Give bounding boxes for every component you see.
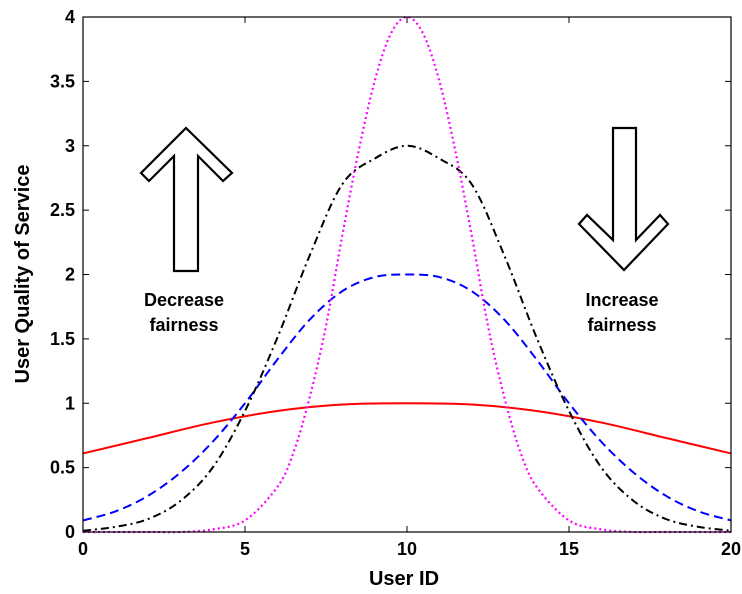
y-tick-label: 4 [65, 7, 75, 27]
decrease-fairness-line-1: Decrease [144, 290, 224, 310]
increase-fairness-line-2: fairness [587, 315, 656, 335]
series-line-dashed [82, 273, 732, 522]
down-arrow-icon [577, 126, 670, 272]
y-tick-label: 2 [65, 265, 75, 285]
x-tick-label: 5 [240, 539, 250, 559]
plot-content [82, 15, 732, 534]
y-axis-label: User Quality of Service [12, 165, 34, 384]
y-tick-label: 2.5 [50, 200, 75, 220]
y-tick-label: 1.5 [50, 329, 75, 349]
x-tick-label: 15 [559, 539, 579, 559]
y-tick-label: 3 [65, 136, 75, 156]
decrease-fairness-line-2: fairness [149, 315, 218, 335]
x-tick-label: 10 [397, 539, 417, 559]
increase-fairness-line-1: Increase [585, 290, 658, 310]
axis-ticks: 0 5 10 15 20 0 0.5 1 1.5 2 2.5 3 3.5 4 [50, 7, 741, 559]
x-tick-label: 0 [78, 539, 88, 559]
y-tick-label: 0 [65, 522, 75, 542]
x-axis-label: User ID [369, 568, 439, 590]
y-tick-label: 1 [65, 393, 75, 413]
y-tick-label: 0.5 [50, 458, 75, 478]
up-arrow-icon [139, 126, 234, 273]
x-tick-label: 20 [721, 539, 741, 559]
series-line-solid [82, 402, 732, 455]
y-tick-label: 3.5 [50, 71, 75, 91]
